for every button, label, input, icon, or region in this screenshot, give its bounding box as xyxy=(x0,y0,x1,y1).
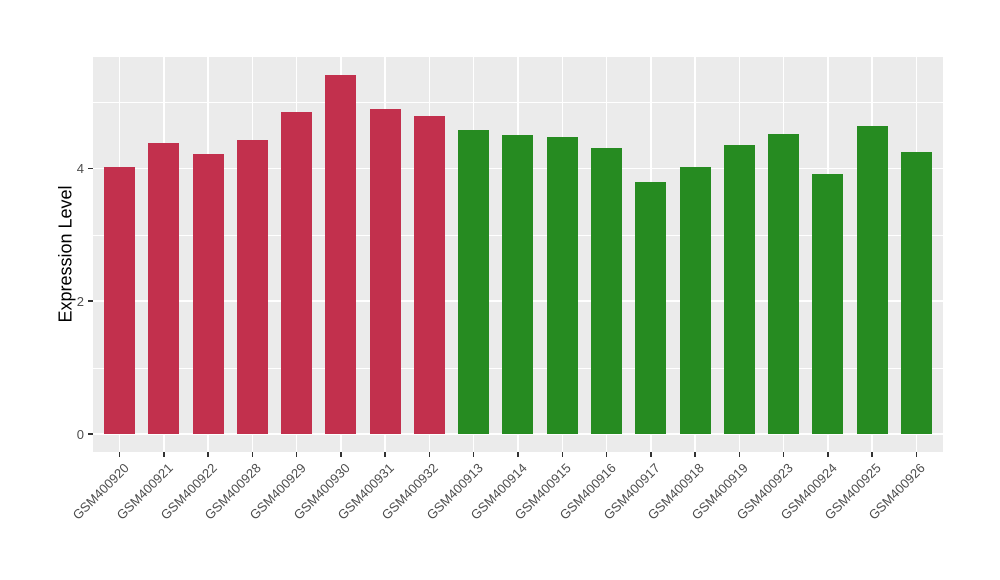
x-tick-mark-GSM400918 xyxy=(694,452,696,457)
bar-GSM400924 xyxy=(812,174,844,434)
x-tick-mark-GSM400919 xyxy=(738,452,741,457)
x-tick-mark-GSM400915 xyxy=(561,452,563,457)
x-tick-mark-GSM400917 xyxy=(650,452,652,457)
plot-panel xyxy=(93,57,943,452)
x-tick-mark-GSM400921 xyxy=(163,452,165,457)
bar-GSM400916 xyxy=(591,148,623,434)
bar-GSM400930 xyxy=(325,74,357,434)
bar-GSM400931 xyxy=(369,109,401,434)
x-tick-mark-GSM400926 xyxy=(915,452,918,457)
bar-GSM400923 xyxy=(768,134,800,434)
bar-GSM400913 xyxy=(458,129,490,434)
x-tick-mark-GSM400928 xyxy=(251,452,254,457)
x-tick-mark-GSM400925 xyxy=(871,452,873,457)
bar-GSM400920 xyxy=(104,166,136,434)
bar-GSM400926 xyxy=(900,152,932,434)
y-tick-mark-0 xyxy=(88,433,93,435)
x-tick-mark-GSM400929 xyxy=(295,452,298,457)
bar-GSM400918 xyxy=(679,166,711,434)
bar-GSM400928 xyxy=(236,139,268,434)
bar-GSM400917 xyxy=(635,181,667,434)
y-tick-label-4: 4 xyxy=(76,160,84,176)
bar-GSM400915 xyxy=(546,137,578,434)
x-tick-mark-GSM400922 xyxy=(207,452,209,457)
y-tick-label-2: 2 xyxy=(76,293,84,309)
y-tick-mark-4 xyxy=(88,167,93,170)
x-tick-mark-GSM400923 xyxy=(782,452,785,457)
x-tick-mark-GSM400930 xyxy=(340,452,342,457)
x-tick-mark-GSM400916 xyxy=(605,452,608,457)
bar-GSM400914 xyxy=(502,135,534,434)
bar-GSM400925 xyxy=(856,125,888,434)
y-tick-mark-2 xyxy=(88,300,93,302)
y-tick-label-0: 0 xyxy=(76,426,84,442)
bar-GSM400922 xyxy=(192,154,224,434)
x-tick-mark-GSM400913 xyxy=(472,452,475,457)
x-tick-mark-GSM400914 xyxy=(517,452,519,457)
bar-GSM400929 xyxy=(281,111,313,434)
x-tick-mark-GSM400920 xyxy=(118,452,121,457)
x-tick-mark-GSM400932 xyxy=(428,452,431,457)
bar-GSM400921 xyxy=(148,143,180,434)
x-tick-mark-GSM400924 xyxy=(827,452,829,457)
bar-GSM400919 xyxy=(723,145,755,434)
bar-GSM400932 xyxy=(413,116,445,434)
x-tick-mark-GSM400931 xyxy=(384,452,386,457)
